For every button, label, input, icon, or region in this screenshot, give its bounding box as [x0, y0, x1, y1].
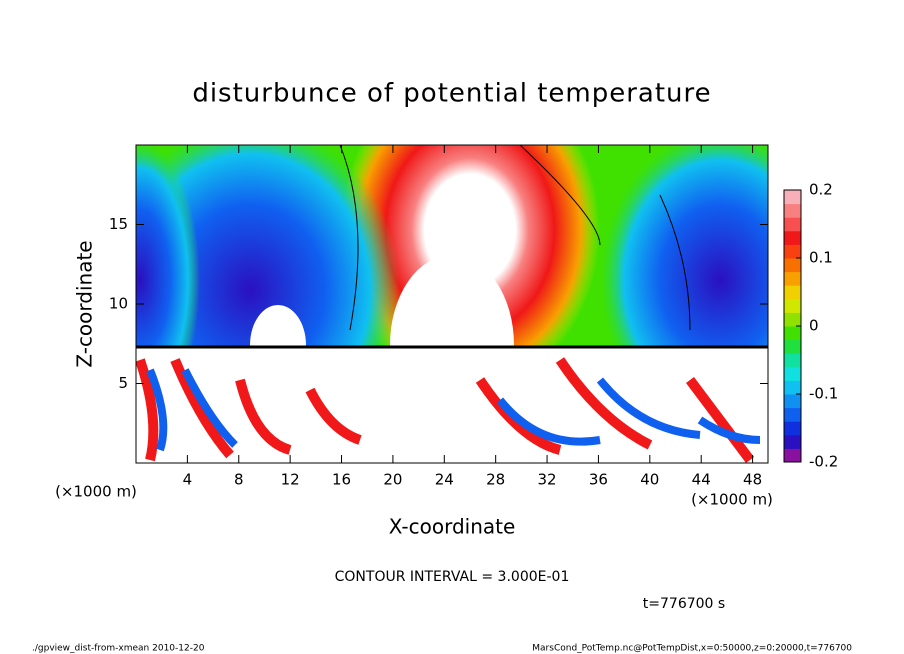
colorbar-band	[784, 244, 801, 259]
colorbar-band	[784, 339, 801, 354]
colorbar-band	[784, 394, 801, 409]
chart-title: disturbunce of potential temperature	[192, 79, 711, 109]
x-tick-label: 48	[743, 471, 762, 489]
colorbar-band	[784, 230, 801, 245]
x-tick-label: 12	[281, 471, 300, 489]
y-tick-label: 15	[109, 215, 128, 233]
colorbar-band	[784, 421, 801, 436]
colorbar-band	[784, 326, 801, 341]
x-axis-label: X-coordinate	[389, 515, 516, 539]
colorbar-band	[784, 217, 801, 232]
colorbar-tick-label: 0	[809, 317, 819, 335]
y-unit: (×1000 m)	[55, 483, 137, 501]
colorbar-tick-label: 0.2	[809, 181, 833, 199]
y-tick-label: 5	[118, 374, 128, 392]
y-tick-label: 10	[109, 295, 128, 313]
x-tick-label: 8	[234, 471, 244, 489]
colorbar-band	[784, 203, 801, 218]
footer-left: ./gpview_dist-from-xmean 2010-12-20	[32, 644, 205, 654]
y-axis-label: Z-coordinate	[73, 240, 97, 367]
colorbar-band	[784, 298, 801, 313]
x-tick-label: 28	[486, 471, 505, 489]
colorbar-band	[784, 407, 801, 422]
x-tick-label: 44	[692, 471, 711, 489]
x-tick-label: 4	[183, 471, 193, 489]
contour-interval: CONTOUR INTERVAL = 3.000E-01	[335, 569, 570, 585]
x-tick-label: 36	[589, 471, 608, 489]
colorbar-band	[784, 448, 801, 463]
colorbar-band	[784, 271, 801, 286]
footer-right: MarsCond_PotTemp.nc@PotTempDist,x=0:5000…	[532, 644, 852, 654]
colorbar-band	[784, 285, 801, 300]
colorbar-band	[784, 312, 801, 327]
x-tick-label: 40	[640, 471, 659, 489]
time-label: t=776700 s	[643, 596, 725, 612]
colorbar-band	[784, 366, 801, 381]
colorbar-band	[784, 190, 801, 205]
colorbar-band	[784, 258, 801, 273]
colorbar-band	[784, 380, 801, 395]
field	[136, 145, 768, 463]
x-tick-label: 32	[538, 471, 557, 489]
x-tick-label: 16	[332, 471, 351, 489]
x-tick-label: 24	[435, 471, 454, 489]
colorbar-band	[784, 434, 801, 449]
colorbar-tick-label: -0.2	[809, 453, 838, 471]
colorbar-tick-label: -0.1	[809, 385, 838, 403]
x-tick-label: 20	[383, 471, 402, 489]
x-unit: (×1000 m)	[691, 491, 773, 509]
colorbar-tick-label: 0.1	[809, 249, 833, 267]
colorbar-band	[784, 353, 801, 368]
